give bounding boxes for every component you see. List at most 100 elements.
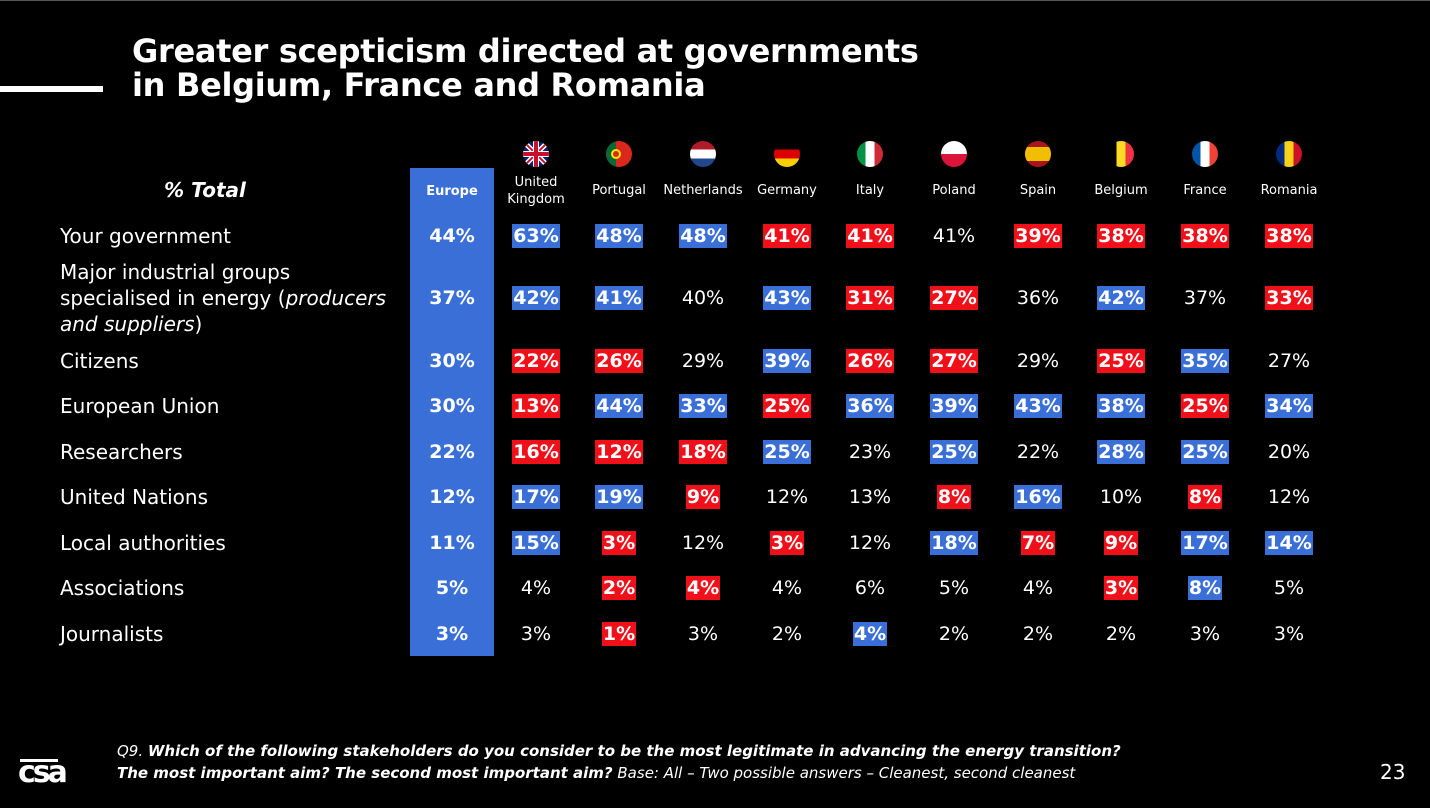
- value-cell: 42%: [1079, 284, 1163, 312]
- value-low: 3%: [769, 531, 805, 555]
- value: 20%: [1267, 441, 1311, 463]
- country-header: France: [1183, 183, 1227, 198]
- netherlands-flag-icon: [689, 140, 717, 168]
- value-high: 25%: [930, 440, 978, 464]
- value: 12%: [1267, 486, 1311, 508]
- value-high: 14%: [1265, 531, 1313, 555]
- europe-value: 5%: [435, 577, 469, 599]
- value-cell: 4%: [745, 574, 829, 602]
- europe-value: 11%: [429, 532, 475, 554]
- value-cell: 36%: [996, 284, 1080, 312]
- title-line-1: Greater scepticism directed at governmen…: [132, 32, 919, 70]
- spain-flag-icon: [1024, 140, 1052, 168]
- value-cell: 2%: [745, 620, 829, 648]
- row-label-line: Your government: [60, 224, 231, 248]
- value-cell: 26%: [577, 347, 661, 375]
- europe-value: 37%: [429, 287, 475, 309]
- value-cell: 1%: [577, 620, 661, 648]
- value-cell: 25%: [1163, 438, 1247, 466]
- value: 36%: [1016, 287, 1060, 309]
- value: 5%: [1273, 577, 1305, 599]
- value-high: 44%: [595, 394, 643, 418]
- value-low: 27%: [930, 286, 978, 310]
- value-cell: 12%: [577, 438, 661, 466]
- value-cell: 3%: [494, 620, 578, 648]
- value-cell: 4%: [494, 574, 578, 602]
- value: 3%: [1189, 623, 1221, 645]
- value-cell: 34%: [1247, 392, 1331, 420]
- value-low: 9%: [1103, 531, 1139, 555]
- value-cell: 37%: [1163, 284, 1247, 312]
- row-label: European Union: [60, 393, 219, 419]
- value-high: 34%: [1265, 394, 1313, 418]
- value-high: 48%: [595, 224, 643, 248]
- value-cell: 40%: [661, 284, 745, 312]
- europe-value-cell: 30%: [410, 392, 494, 420]
- value-cell: 33%: [661, 392, 745, 420]
- value-cell: 43%: [745, 284, 829, 312]
- value-high: 42%: [512, 286, 560, 310]
- value-cell: 22%: [996, 438, 1080, 466]
- value-low: 41%: [846, 224, 894, 248]
- country-header: Germany: [757, 183, 817, 198]
- value-low: 39%: [1014, 224, 1062, 248]
- value-cell: 27%: [912, 347, 996, 375]
- value-low: 38%: [1265, 224, 1313, 248]
- value-cell: 48%: [577, 222, 661, 250]
- value-cell: 29%: [996, 347, 1080, 375]
- value-cell: 16%: [996, 483, 1080, 511]
- value-cell: 17%: [1163, 529, 1247, 557]
- value-low: 1%: [601, 622, 637, 646]
- value-high: 15%: [512, 531, 560, 555]
- value: 2%: [771, 623, 803, 645]
- value-high: 63%: [512, 224, 560, 248]
- value-high: 38%: [1097, 394, 1145, 418]
- value-cell: 41%: [912, 222, 996, 250]
- row-label: Associations: [60, 575, 184, 601]
- europe-value-cell: 3%: [410, 620, 494, 648]
- value-high: 8%: [1187, 576, 1223, 600]
- value: 29%: [1016, 350, 1060, 372]
- value-cell: 14%: [1247, 529, 1331, 557]
- value-cell: 17%: [494, 483, 578, 511]
- europe-value: 22%: [429, 441, 475, 463]
- value-cell: 35%: [1163, 347, 1247, 375]
- europe-value-cell: 12%: [410, 483, 494, 511]
- value-high: 18%: [930, 531, 978, 555]
- europe-value-cell: 44%: [410, 222, 494, 250]
- value-cell: 9%: [661, 483, 745, 511]
- value: 5%: [938, 577, 970, 599]
- logo-bar: [20, 759, 58, 762]
- value-cell: 3%: [1079, 574, 1163, 602]
- value-cell: 2%: [996, 620, 1080, 648]
- value-cell: 5%: [912, 574, 996, 602]
- footnote-base: Base: All – Two possible answers – Clean…: [612, 764, 1076, 782]
- value: 2%: [1105, 623, 1137, 645]
- value-cell: 28%: [1079, 438, 1163, 466]
- value-cell: 7%: [996, 529, 1080, 557]
- value-cell: 26%: [828, 347, 912, 375]
- value-cell: 31%: [828, 284, 912, 312]
- value: 12%: [765, 486, 809, 508]
- value-cell: 3%: [1163, 620, 1247, 648]
- value-low: 3%: [1103, 576, 1139, 600]
- value-cell: 13%: [828, 483, 912, 511]
- value-cell: 12%: [1247, 483, 1331, 511]
- country-header: United Kingdom: [507, 175, 565, 207]
- title-accent-bar: [0, 86, 103, 92]
- romania-flag-icon: [1275, 140, 1303, 168]
- value-high: 33%: [679, 394, 727, 418]
- value-cell: 4%: [828, 620, 912, 648]
- value-cell: 15%: [494, 529, 578, 557]
- value-cell: 25%: [745, 438, 829, 466]
- row-label-line: specialised in energy (producers: [60, 286, 387, 310]
- value: 2%: [938, 623, 970, 645]
- value-low: 27%: [930, 349, 978, 373]
- value-cell: 25%: [1163, 392, 1247, 420]
- value-high: 17%: [1181, 531, 1229, 555]
- value-low: 18%: [679, 440, 727, 464]
- value-low: 3%: [601, 531, 637, 555]
- value-high: 4%: [852, 622, 888, 646]
- total-label: % Total: [164, 178, 246, 202]
- value-cell: 12%: [745, 483, 829, 511]
